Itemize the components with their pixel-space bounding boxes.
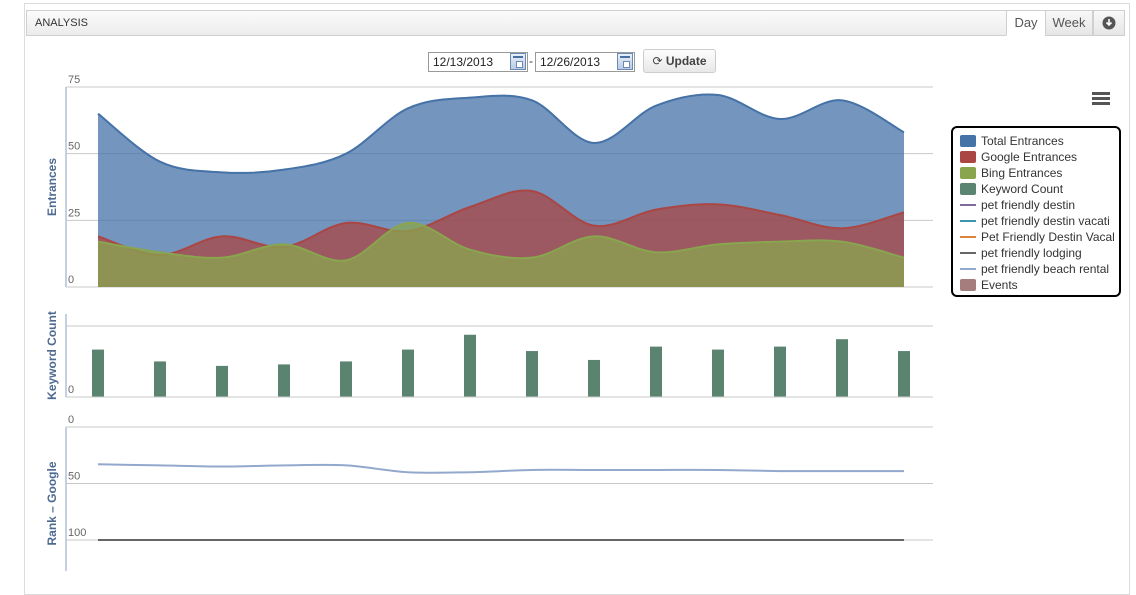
legend-item[interactable]: Pet Friendly Destin Vacal (953, 229, 1119, 245)
legend-label: pet friendly destin (981, 198, 1076, 212)
refresh-icon: ⟳ (652, 54, 663, 68)
chart-legend: Total Entrances Google Entrances Bing Entr… (951, 126, 1121, 297)
legend-label: pet friendly destin vacati (981, 214, 1110, 228)
legend-label: Pet Friendly Destin Vacal (981, 230, 1115, 244)
legend-label: Keyword Count (981, 182, 1064, 196)
legend-item[interactable]: pet friendly beach rental (953, 261, 1119, 277)
week-tab[interactable]: Week (1045, 10, 1093, 36)
legend-label: Events (981, 278, 1018, 292)
update-button[interactable]: ⟳ Update (643, 49, 716, 73)
legend-item[interactable]: pet friendly lodging (953, 245, 1119, 261)
legend-marker (960, 204, 976, 206)
legend-label: pet friendly lodging (981, 246, 1082, 260)
legend-marker (960, 279, 976, 291)
start-calendar-icon[interactable] (510, 53, 526, 70)
legend-item[interactable]: Google Entrances (953, 149, 1119, 165)
legend-marker (960, 220, 976, 222)
legend-label: Google Entrances (981, 150, 1078, 164)
download-button[interactable] (1093, 10, 1125, 36)
date-separator: - (529, 54, 533, 68)
analysis-panel (24, 3, 1130, 595)
legend-item[interactable]: pet friendly destin vacati (953, 213, 1119, 229)
legend-item[interactable]: Keyword Count (953, 181, 1119, 197)
legend-marker (960, 151, 976, 163)
legend-label: Total Entrances (981, 134, 1064, 148)
legend-marker (960, 268, 976, 270)
legend-marker (960, 236, 976, 238)
end-date-input[interactable] (535, 52, 635, 72)
update-label: Update (665, 54, 707, 68)
start-date-input[interactable] (428, 52, 528, 72)
panel-header: ANALYSIS Day Week (26, 10, 1125, 36)
legend-item[interactable]: Total Entrances (953, 133, 1119, 149)
legend-item[interactable]: pet friendly destin (953, 197, 1119, 213)
end-calendar-icon[interactable] (617, 53, 633, 70)
legend-marker (960, 183, 976, 195)
legend-marker (960, 167, 976, 179)
legend-item[interactable]: Bing Entrances (953, 165, 1119, 181)
legend-item[interactable]: Events (953, 277, 1119, 293)
day-tab[interactable]: Day (1006, 10, 1046, 36)
download-icon (1102, 16, 1116, 30)
legend-marker (960, 252, 976, 254)
hamburger-menu-icon[interactable] (1092, 92, 1110, 106)
legend-label: pet friendly beach rental (981, 262, 1110, 276)
panel-title: ANALYSIS (35, 17, 88, 29)
legend-marker (960, 135, 976, 147)
legend-label: Bing Entrances (981, 166, 1063, 180)
